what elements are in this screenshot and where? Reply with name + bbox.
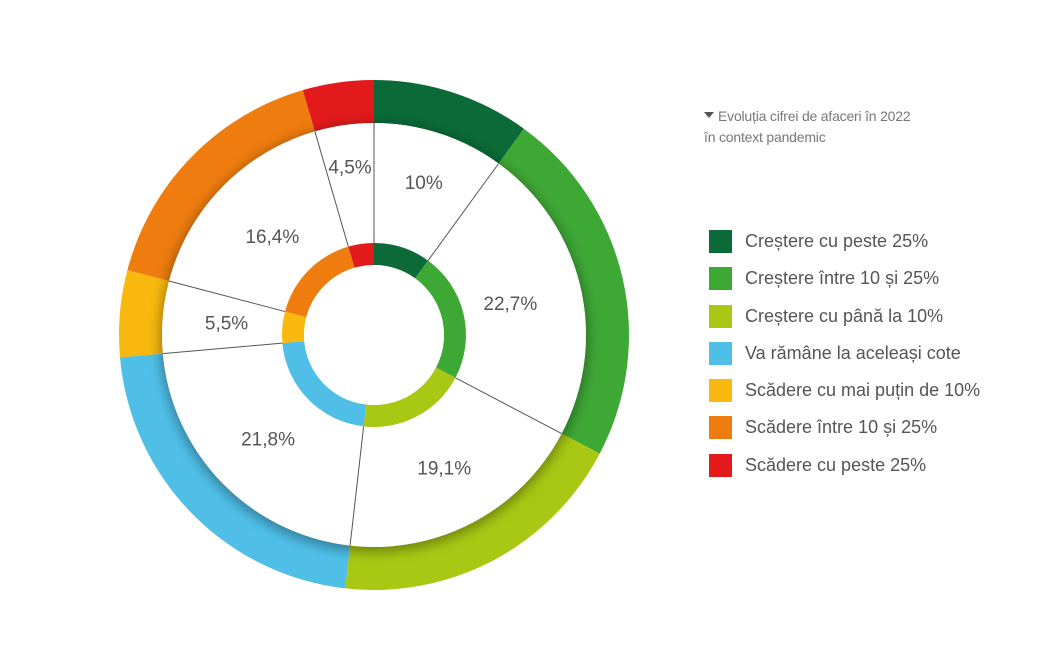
- legend-label: Creștere cu până la 10%: [745, 305, 944, 326]
- outer-ring: [119, 80, 630, 591]
- outer-slice-5: [127, 90, 315, 281]
- legend-label: Scădere cu mai puțin de 10%: [745, 380, 981, 401]
- divider-line-1: [427, 163, 500, 261]
- divider-line-3: [349, 426, 365, 546]
- inner-slice-0: [374, 243, 429, 279]
- chart-caption: Evoluția cifrei de afaceri în 2022 în co…: [704, 106, 911, 148]
- value-labels: 10% 22,7% 19,1% 21,8% 5,5% 16,4% 4,5%: [205, 158, 538, 480]
- value-label-6: 4,5%: [328, 158, 371, 179]
- divider-line-6: [314, 131, 349, 247]
- slice-dividers: [162, 123, 562, 546]
- legend-label: Creștere cu peste 25%: [745, 231, 929, 251]
- legend-swatch: [709, 267, 732, 291]
- legend-item: Creștere între 10 și 25%: [709, 266, 980, 291]
- legend-swatch: [709, 453, 732, 477]
- center-hole: [304, 265, 444, 405]
- legend-item: Scădere cu peste 25%: [709, 453, 980, 478]
- value-label-5: 16,4%: [245, 227, 299, 248]
- outer-slice-0: [374, 80, 524, 164]
- outer-slice-4: [119, 270, 169, 358]
- legend-swatch: [709, 416, 732, 440]
- divider-line-4: [162, 342, 283, 355]
- legend-item: Scădere între 10 și 25%: [709, 415, 980, 440]
- legend-item: Creștere cu peste 25%: [709, 229, 980, 254]
- inner-slice-2: [363, 367, 456, 427]
- inner-slice-4: [282, 311, 307, 344]
- caret-down-icon: [704, 112, 714, 118]
- outer-slice-3: [119, 353, 351, 589]
- value-label-2: 19,1%: [417, 459, 471, 480]
- inner-slice-6: [348, 243, 374, 268]
- legend-swatch: [709, 230, 732, 253]
- legend-label: Va rămâne la aceleași cote: [745, 342, 961, 363]
- inner-slice-1: [415, 260, 466, 378]
- legend-swatch: [709, 341, 732, 365]
- chart-legend: Creștere cu peste 25% Creștere între 10 ș…: [709, 229, 980, 490]
- legend-item: Va rămâne la aceleași cote: [709, 341, 980, 366]
- legend-label: Creștere între 10 și 25%: [745, 268, 940, 289]
- legend-label: Scădere între 10 și 25%: [745, 417, 938, 438]
- legend-item: Scădere cu mai puțin de 10%: [709, 378, 980, 403]
- legend-item: Creștere cu până la 10%: [709, 304, 980, 329]
- value-label-1: 22,7%: [483, 294, 537, 315]
- outer-slice-1: [498, 128, 630, 454]
- inner-ring: [282, 243, 466, 427]
- legend-swatch: [709, 379, 732, 403]
- inner-slice-5: [285, 246, 355, 318]
- divider-line-5: [168, 280, 286, 313]
- outer-slice-6: [302, 80, 374, 132]
- caption-line-2: în context pandemic: [704, 129, 826, 145]
- legend-swatch: [709, 304, 732, 328]
- legend-label: Scădere cu peste 25%: [745, 454, 927, 475]
- caption-line-1: Evoluția cifrei de afaceri în 2022: [718, 108, 911, 124]
- value-label-0: 10%: [405, 173, 443, 194]
- value-label-3: 21,8%: [241, 429, 295, 450]
- divider-line-2: [455, 377, 562, 435]
- value-label-4: 5,5%: [205, 313, 248, 334]
- inner-slice-3: [282, 341, 367, 427]
